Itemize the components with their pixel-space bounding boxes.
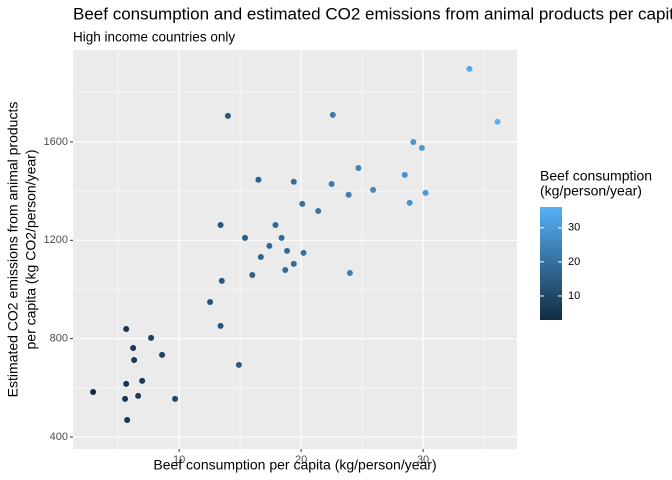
x-axis-label: Beef consumption per capita (kg/person/y…	[153, 457, 436, 473]
x-tick-label: 30	[417, 454, 429, 466]
plot-panel	[73, 50, 517, 449]
point	[224, 112, 231, 119]
point	[272, 222, 279, 229]
point	[249, 271, 256, 278]
point	[122, 395, 129, 402]
point	[257, 253, 264, 260]
point	[328, 180, 335, 187]
y-axis-label: per capita (kg CO2/person/year)	[23, 150, 39, 350]
chart-title: Beef consumption and estimated CO2 emiss…	[73, 4, 672, 23]
point	[401, 171, 408, 178]
x-tick-label: 10	[173, 454, 185, 466]
point	[466, 65, 473, 72]
point	[218, 277, 225, 284]
point	[329, 111, 336, 118]
point	[123, 326, 130, 333]
point	[418, 144, 425, 151]
point	[278, 234, 285, 241]
point	[217, 322, 224, 329]
point	[217, 222, 224, 229]
point	[355, 165, 362, 172]
y-tick-label: 400	[50, 431, 68, 443]
point	[124, 416, 131, 423]
point	[494, 118, 501, 125]
y-tick-label: 1200	[44, 234, 68, 246]
point	[282, 267, 289, 274]
point	[300, 249, 307, 256]
colorbar	[540, 207, 562, 320]
point	[148, 334, 155, 341]
legend-title: (kg/person/year)	[540, 183, 642, 199]
y-tick-label: 1600	[44, 136, 68, 148]
point	[299, 200, 306, 207]
point	[139, 377, 146, 384]
point	[315, 208, 322, 215]
y-axis-label: Estimated CO2 emissions from animal prod…	[5, 102, 21, 398]
point	[290, 260, 297, 267]
legend-tick-label: 20	[568, 256, 580, 268]
point	[370, 186, 377, 193]
point	[290, 178, 297, 185]
legend-tick-label: 30	[568, 222, 580, 234]
point	[159, 351, 166, 358]
point	[422, 189, 429, 196]
point	[235, 361, 242, 368]
point	[255, 176, 262, 183]
point	[130, 344, 137, 351]
point	[123, 380, 130, 387]
point	[410, 138, 417, 145]
y-tick-label: 800	[50, 333, 68, 345]
x-tick-label: 20	[295, 454, 307, 466]
point	[284, 247, 291, 254]
point	[90, 388, 97, 395]
legend-tick-label: 10	[568, 290, 580, 302]
point	[172, 395, 179, 402]
legend-title: Beef consumption	[540, 168, 652, 184]
point	[266, 242, 273, 249]
point	[207, 298, 214, 305]
point	[346, 269, 353, 276]
point	[406, 199, 413, 206]
chart-subtitle: High income countries only	[73, 30, 235, 45]
point	[135, 392, 142, 399]
point	[345, 191, 352, 198]
point	[131, 357, 138, 364]
point	[241, 234, 248, 241]
